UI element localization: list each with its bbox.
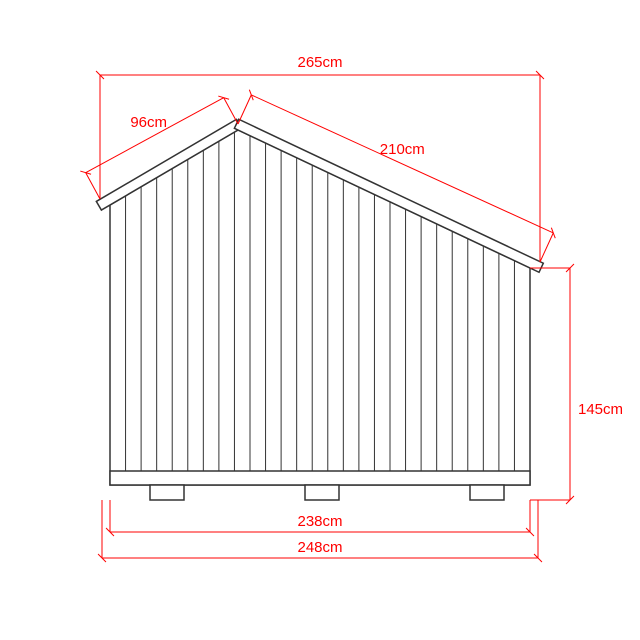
dim-right-height: 145cm xyxy=(578,401,623,418)
dim-top-width: 265cm xyxy=(297,54,342,71)
dim-bottom-inner: 238cm xyxy=(297,513,342,530)
shed-foot xyxy=(305,485,339,500)
base-board xyxy=(110,471,530,485)
shed-body xyxy=(110,130,530,485)
dim-roof-left: 96cm xyxy=(130,114,167,131)
dim-roof-right: 210cm xyxy=(380,141,425,158)
dim-bottom-outer: 248cm xyxy=(297,539,342,556)
shed-foot xyxy=(470,485,504,500)
shed-foot xyxy=(150,485,184,500)
